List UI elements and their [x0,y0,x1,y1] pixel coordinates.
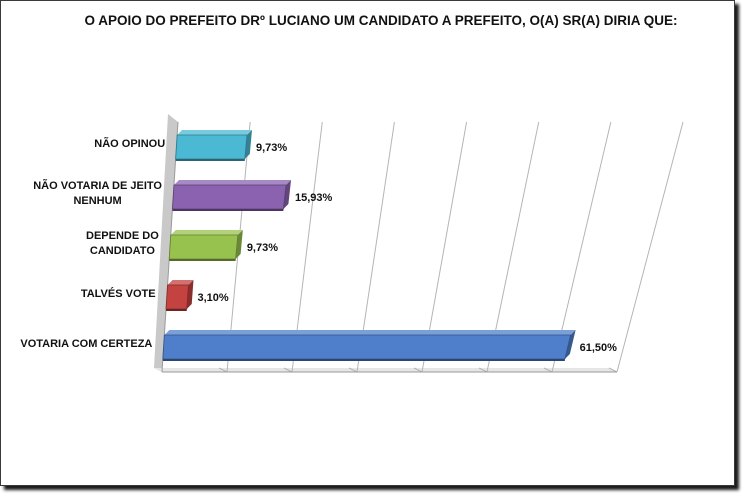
axis-floor [154,368,617,372]
bar-side-2 [283,180,292,209]
bar-5 [162,334,572,360]
category-label-4: TALVÉS VOTE [81,287,156,302]
bar-side-1 [244,130,253,159]
data-label-5: 61,50% [580,342,618,354]
category-label-line: NÃO VOTARIA DE JEITO [33,180,162,192]
bar-2 [172,184,287,210]
data-label-1: 9,73% [256,142,287,154]
bar-bottom-3 [169,259,236,261]
chart-frame: O APOIO DO PREFEITO DRº LUCIANO UM CANDI… [0,0,735,486]
gridline-70 [616,121,684,373]
category-label-line: DEPENDE DO [86,230,159,242]
bar-top-5 [164,330,576,335]
bar-side-5 [564,330,576,359]
bar-top-4 [167,280,194,285]
gridline-floor-70 [608,367,618,373]
category-label-line: NENHUM [73,195,122,207]
gridline-floor-40 [413,367,423,373]
category-label-2: NÃO VOTARIA DE JEITO NENHUM [33,179,162,209]
data-label-3: 9,73% [247,242,278,254]
bar-top-1 [177,130,253,135]
chart-title: O APOIO DO PREFEITO DRº LUCIANO UM CANDI… [84,13,678,28]
bar-top-3 [170,230,243,235]
bar-4 [165,284,189,310]
gridline-floor-30 [348,367,358,373]
gridline-floor-50 [478,367,488,373]
axis-wall [154,114,178,372]
category-label-line: NÃO OPINOU [94,137,166,150]
bar-side-3 [235,230,243,259]
category-label-3: DEPENDE DO CANDIDATO [86,229,159,259]
bar-3 [168,234,239,260]
category-label-5: VOTARIA COM CERTEZA [20,337,152,352]
bar-bottom-5 [162,359,565,361]
category-label-line: CANDIDATO [89,245,155,257]
category-label-line: VOTARIA COM CERTEZA [20,337,153,350]
category-label-1: NÃO OPINOU [94,137,165,152]
data-label-4: 3,10% [197,292,228,304]
bar-top-2 [173,180,292,185]
category-label-line: TALVÉS VOTE [80,287,156,300]
bar-bottom-2 [172,209,284,211]
gridline-floor-60 [543,367,553,373]
bar-bottom-1 [175,159,245,161]
gridline-floor-20 [283,367,293,373]
data-label-2: 15,93% [295,192,333,204]
gridline-floor-10 [218,367,228,373]
bar-bottom-4 [166,309,187,311]
bar-1 [175,134,248,160]
